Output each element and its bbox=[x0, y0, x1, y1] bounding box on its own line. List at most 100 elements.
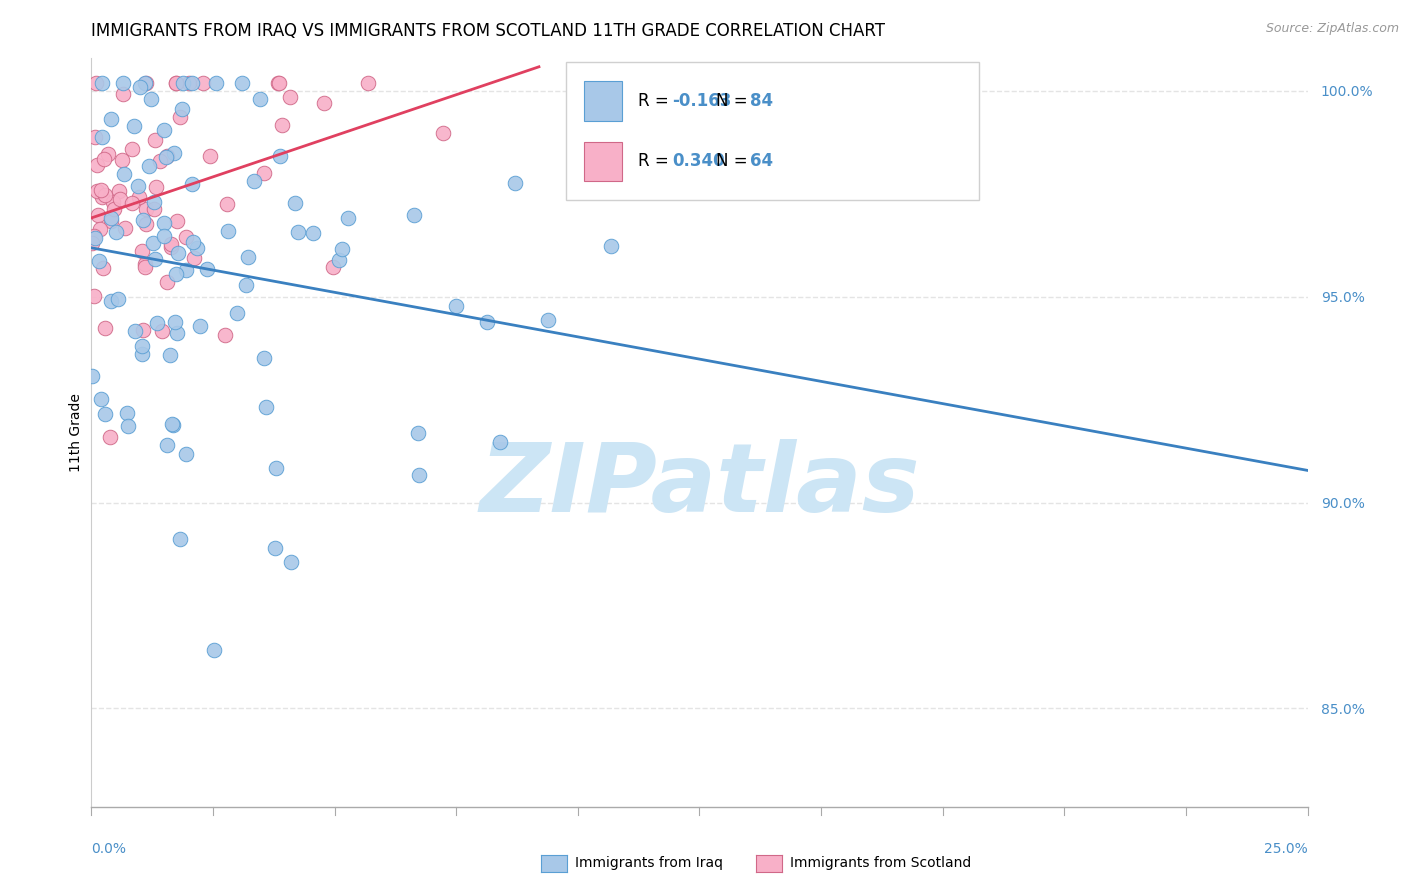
Point bbox=[408, 467, 430, 482]
Point bbox=[267, 76, 290, 90]
Text: 84: 84 bbox=[749, 92, 773, 110]
Point bbox=[217, 196, 239, 211]
Point bbox=[100, 211, 122, 226]
Point bbox=[145, 180, 167, 194]
Point bbox=[283, 196, 305, 211]
Point bbox=[83, 288, 105, 302]
Point bbox=[111, 153, 134, 167]
Point bbox=[134, 260, 156, 274]
Point bbox=[264, 461, 287, 475]
Point bbox=[600, 238, 623, 252]
Point bbox=[110, 192, 132, 206]
Point bbox=[475, 315, 498, 329]
Text: Immigrants from Scotland: Immigrants from Scotland bbox=[790, 856, 972, 871]
Point bbox=[235, 277, 257, 292]
Point bbox=[100, 112, 122, 127]
Point bbox=[406, 425, 429, 440]
Point bbox=[537, 313, 560, 327]
Point bbox=[131, 339, 153, 353]
Point bbox=[139, 92, 162, 106]
Point bbox=[193, 76, 215, 90]
Point bbox=[322, 260, 344, 274]
Point bbox=[145, 316, 167, 330]
Point bbox=[174, 447, 197, 461]
Point bbox=[160, 237, 183, 252]
Point bbox=[84, 76, 107, 90]
Text: -0.163: -0.163 bbox=[672, 92, 731, 110]
Point bbox=[86, 158, 108, 172]
Point bbox=[94, 320, 117, 334]
Point bbox=[143, 252, 166, 266]
Point bbox=[166, 326, 188, 341]
Point bbox=[87, 254, 110, 268]
Point bbox=[82, 235, 104, 250]
Point bbox=[253, 351, 276, 365]
Point bbox=[150, 324, 173, 338]
Point bbox=[80, 368, 103, 383]
Point bbox=[181, 235, 204, 249]
Point bbox=[142, 235, 165, 250]
Point bbox=[217, 224, 239, 238]
Point bbox=[357, 76, 380, 90]
Point bbox=[108, 184, 131, 198]
Point bbox=[93, 407, 115, 421]
Point bbox=[287, 225, 309, 239]
Point bbox=[264, 541, 287, 555]
Point bbox=[117, 419, 139, 434]
Point bbox=[404, 208, 426, 222]
Point bbox=[107, 292, 129, 306]
Point bbox=[153, 229, 176, 244]
Point bbox=[236, 250, 259, 264]
Text: IMMIGRANTS FROM IRAQ VS IMMIGRANTS FROM SCOTLAND 11TH GRADE CORRELATION CHART: IMMIGRANTS FROM IRAQ VS IMMIGRANTS FROM … bbox=[91, 22, 886, 40]
Text: N =: N = bbox=[716, 153, 754, 170]
Point bbox=[200, 149, 222, 163]
FancyBboxPatch shape bbox=[583, 142, 621, 181]
Text: Source: ZipAtlas.com: Source: ZipAtlas.com bbox=[1265, 22, 1399, 36]
Point bbox=[156, 149, 179, 163]
Point bbox=[105, 225, 128, 239]
Point bbox=[142, 202, 165, 216]
Text: Immigrants from Iraq: Immigrants from Iraq bbox=[575, 856, 723, 871]
Point bbox=[100, 293, 122, 308]
Point bbox=[280, 90, 302, 104]
Text: N =: N = bbox=[716, 92, 754, 110]
Point bbox=[165, 76, 187, 90]
Point bbox=[169, 532, 191, 546]
Point bbox=[90, 76, 112, 90]
Point bbox=[91, 261, 114, 276]
Point bbox=[162, 417, 184, 431]
Point bbox=[129, 79, 152, 94]
Point bbox=[177, 76, 200, 90]
Text: R =: R = bbox=[638, 92, 673, 110]
Point bbox=[91, 130, 114, 145]
Point bbox=[253, 166, 276, 180]
Point bbox=[337, 211, 360, 225]
Point bbox=[205, 76, 228, 90]
Point bbox=[138, 159, 160, 173]
Point bbox=[174, 263, 197, 277]
Point bbox=[156, 275, 179, 289]
Point bbox=[100, 214, 122, 228]
Point bbox=[267, 76, 290, 90]
Point bbox=[84, 130, 107, 145]
Point bbox=[226, 305, 249, 319]
Point bbox=[181, 76, 204, 90]
Point bbox=[181, 177, 204, 191]
Point bbox=[214, 328, 236, 343]
Point bbox=[103, 202, 125, 216]
Text: 0.340: 0.340 bbox=[672, 153, 724, 170]
Point bbox=[135, 202, 157, 216]
Point bbox=[162, 418, 184, 433]
Point bbox=[101, 194, 124, 209]
Text: ZIPatlas: ZIPatlas bbox=[479, 439, 920, 532]
Point bbox=[90, 190, 112, 204]
Point bbox=[170, 103, 193, 117]
Point bbox=[155, 150, 177, 164]
Point bbox=[112, 167, 135, 181]
Point bbox=[330, 242, 353, 256]
Point bbox=[121, 142, 143, 156]
Point bbox=[167, 246, 190, 260]
Point bbox=[86, 184, 108, 198]
Point bbox=[195, 261, 218, 276]
Point bbox=[89, 222, 111, 236]
